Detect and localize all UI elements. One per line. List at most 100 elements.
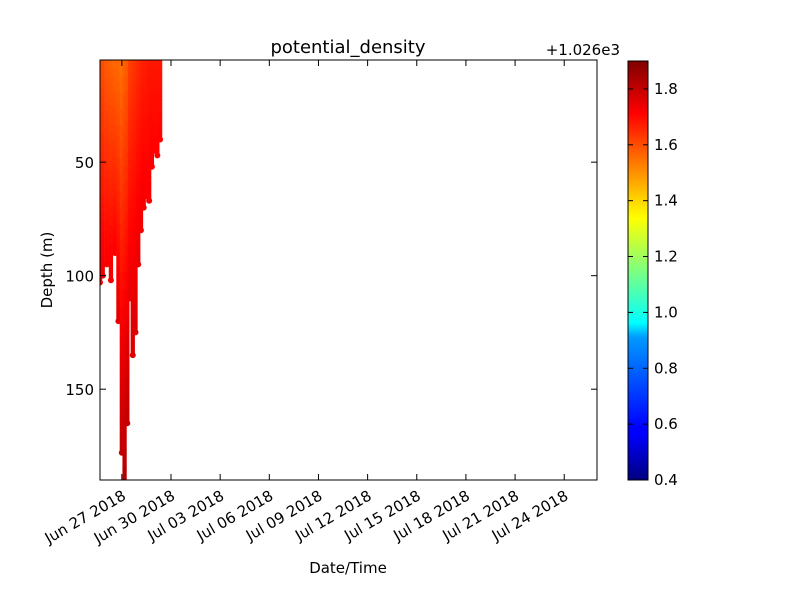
profile-segment <box>122 219 127 238</box>
profile-segment <box>141 66 146 73</box>
profile-segment <box>108 234 114 245</box>
profile-segment <box>147 153 152 161</box>
profile-bottom-point <box>148 163 155 170</box>
profile-segment <box>147 71 152 79</box>
profile-segment <box>108 142 114 153</box>
profile-segment <box>122 113 127 132</box>
y-tick-label: 100 <box>65 268 94 286</box>
profile-segment <box>108 124 114 134</box>
profile-segment <box>133 264 138 277</box>
profile-segment <box>116 190 121 202</box>
profile-segment <box>104 111 109 121</box>
profile-segment <box>112 156 118 166</box>
profile-segment <box>152 82 157 87</box>
profile-segment <box>141 152 146 159</box>
profile-column <box>146 60 153 204</box>
profile-segment <box>100 131 105 142</box>
profile-segment <box>119 354 124 372</box>
profile-bottom-point <box>124 420 131 427</box>
profile-segment <box>127 149 133 160</box>
profile-segment <box>157 63 163 68</box>
profile-segment <box>122 325 127 344</box>
profile-segment <box>136 153 141 163</box>
profile-segment <box>141 78 146 86</box>
profile-segment <box>100 230 105 241</box>
profile-segment <box>149 82 155 88</box>
profile-segment <box>133 287 138 299</box>
profile-segment <box>108 243 114 254</box>
profile-segment <box>138 88 144 96</box>
profile-segment <box>152 75 157 80</box>
profile-segment <box>104 170 109 180</box>
profile-segment <box>147 77 152 84</box>
profile-segment <box>130 256 135 270</box>
profile-segment <box>149 95 155 101</box>
profile-segment <box>152 67 157 72</box>
profile-segment <box>147 89 152 96</box>
profile-bottom-point <box>157 136 164 143</box>
profile-column <box>157 60 164 143</box>
profile-segment <box>136 111 141 121</box>
profile-segment <box>125 241 130 258</box>
profile-segment <box>147 130 152 137</box>
profile-segment <box>136 77 141 87</box>
colorbar-ticks: 0.4 0.6 0.8 1.0 1.2 1.4 1.6 1.8 <box>628 80 678 489</box>
profile-segment <box>119 420 124 437</box>
profile-segment <box>152 78 157 84</box>
profile-segment <box>152 128 157 133</box>
profile-segment <box>112 100 118 109</box>
profile-segment <box>130 96 135 110</box>
profile-segment <box>138 109 144 118</box>
profile-segment <box>157 99 163 104</box>
profile-segment <box>116 179 121 192</box>
profile-segment <box>116 114 121 126</box>
profile-segment <box>119 207 124 225</box>
profile-segment <box>155 147 160 152</box>
profile-segment <box>119 272 124 290</box>
profile-segment <box>125 165 130 182</box>
profile-segment <box>136 179 141 189</box>
profile-segment <box>130 305 135 319</box>
profile-segment <box>125 347 130 364</box>
profile-segment <box>155 127 160 133</box>
profile-segment <box>130 158 135 172</box>
profile-segment <box>116 277 121 289</box>
profile-segment <box>125 211 130 227</box>
profile-segment <box>122 60 127 79</box>
profile-segment <box>138 81 144 89</box>
profile-segment <box>108 69 114 79</box>
profile-segment <box>100 176 105 187</box>
profile-segment <box>141 72 146 79</box>
profile-segment <box>157 76 163 81</box>
profile-segment <box>133 116 138 129</box>
profile-column <box>148 60 155 170</box>
profile-segment <box>127 69 133 81</box>
profile-segment <box>133 309 138 322</box>
profile-segment <box>138 166 144 175</box>
profile-segment <box>157 132 163 137</box>
profile-segment <box>138 116 144 125</box>
profile-segment <box>138 194 144 203</box>
profile-segment <box>136 68 141 78</box>
profile-segment <box>136 187 141 197</box>
profile-segment <box>144 116 149 123</box>
profile-segment <box>116 244 121 257</box>
profile-bottom-point <box>122 482 128 488</box>
profile-segment <box>125 60 130 76</box>
profile-segment <box>144 133 149 140</box>
profile-segment <box>155 103 160 109</box>
profile-segment <box>138 102 144 111</box>
profile-segment <box>119 190 124 208</box>
profile-segment <box>149 153 155 159</box>
profile-column <box>132 60 139 336</box>
colorbar-tick-label: 0.6 <box>654 415 678 433</box>
profile-segment <box>155 91 160 97</box>
profile-segment <box>138 60 144 68</box>
profile-segment <box>149 77 155 83</box>
profile-segment <box>130 330 135 344</box>
profile-segment <box>152 124 157 129</box>
profile-segment <box>104 85 109 95</box>
profile-segment <box>119 109 124 126</box>
profile-segment <box>155 79 160 85</box>
profile-segment <box>122 307 127 326</box>
